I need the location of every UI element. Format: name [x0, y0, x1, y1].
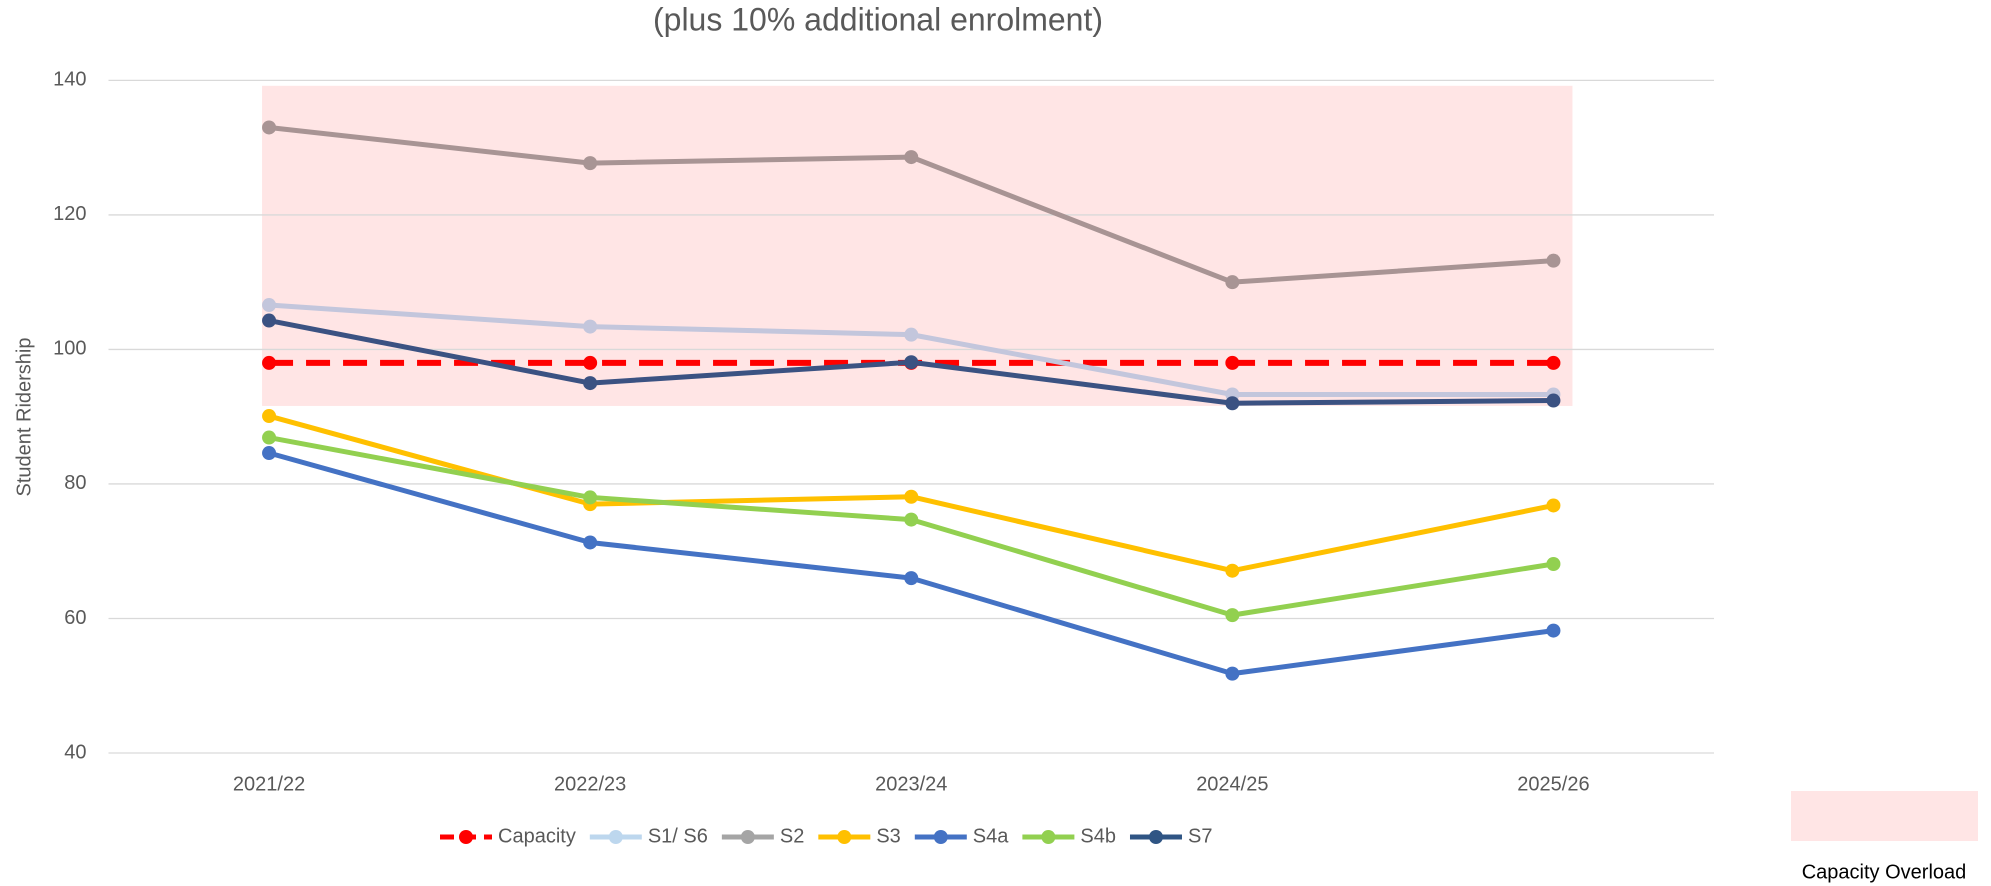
legend-label: S1/ S6 [648, 825, 708, 847]
legend-marker [933, 830, 948, 844]
series-point [583, 535, 598, 550]
legend-label: S3 [876, 825, 900, 847]
series-point [583, 376, 598, 391]
chart-title: (plus 10% additional enrolment) [653, 1, 1103, 37]
x-tick-label: 2022/23 [554, 773, 626, 795]
series-point [1225, 666, 1240, 681]
legend-marker [1148, 830, 1163, 844]
y-tick-label: 40 [64, 741, 86, 763]
x-tick-label: 2025/26 [1517, 773, 1589, 795]
series-point [1546, 393, 1561, 408]
series-point [262, 355, 277, 370]
series-point [262, 298, 277, 313]
y-tick-label: 100 [53, 338, 86, 360]
series-point [1546, 623, 1561, 638]
x-tick-label: 2021/22 [233, 773, 305, 795]
series-point [583, 490, 598, 505]
y-tick-label: 60 [64, 607, 86, 629]
legend-label: Capacity Overload [1802, 861, 1967, 883]
series-point [904, 355, 919, 370]
y-axis-label: Student Ridership [13, 338, 35, 497]
series-point [1225, 396, 1240, 411]
series-point [904, 571, 919, 586]
series-point [262, 446, 277, 461]
legend-label: S7 [1188, 825, 1212, 847]
legend-label: S2 [780, 825, 804, 847]
series-point [904, 150, 919, 165]
series-point [583, 156, 598, 171]
series-point [904, 512, 919, 527]
y-tick-label: 140 [53, 69, 86, 91]
series-point [904, 327, 919, 342]
series-point [1225, 355, 1240, 370]
legend-label: Capacity [498, 825, 576, 847]
y-tick-label: 120 [53, 203, 86, 225]
series-point [583, 319, 598, 334]
series-point [1225, 563, 1240, 578]
legend-marker [740, 830, 755, 844]
x-tick-label: 2023/24 [875, 773, 947, 795]
series-point [262, 430, 277, 445]
legend-swatch [1791, 791, 1978, 841]
series-point [1546, 355, 1561, 370]
series-point [1225, 608, 1240, 623]
series-point [904, 489, 919, 504]
series-point [262, 409, 277, 424]
series-point [1546, 498, 1561, 513]
series-point [262, 120, 277, 135]
series-point [1546, 253, 1561, 268]
y-tick-label: 80 [64, 472, 86, 494]
x-tick-label: 2024/25 [1196, 773, 1268, 795]
legend-label: S4a [973, 825, 1009, 847]
legend-marker [837, 830, 852, 844]
legend-label: S4b [1080, 825, 1116, 847]
series-point [1546, 556, 1561, 571]
series-point [262, 313, 277, 328]
series-point [1225, 275, 1240, 290]
series-line [268, 450, 1554, 677]
capacity-overload-band [262, 85, 1573, 406]
legend-marker [608, 830, 623, 844]
legend-marker [459, 830, 473, 844]
series-point [583, 355, 598, 370]
legend-marker [1041, 830, 1056, 844]
